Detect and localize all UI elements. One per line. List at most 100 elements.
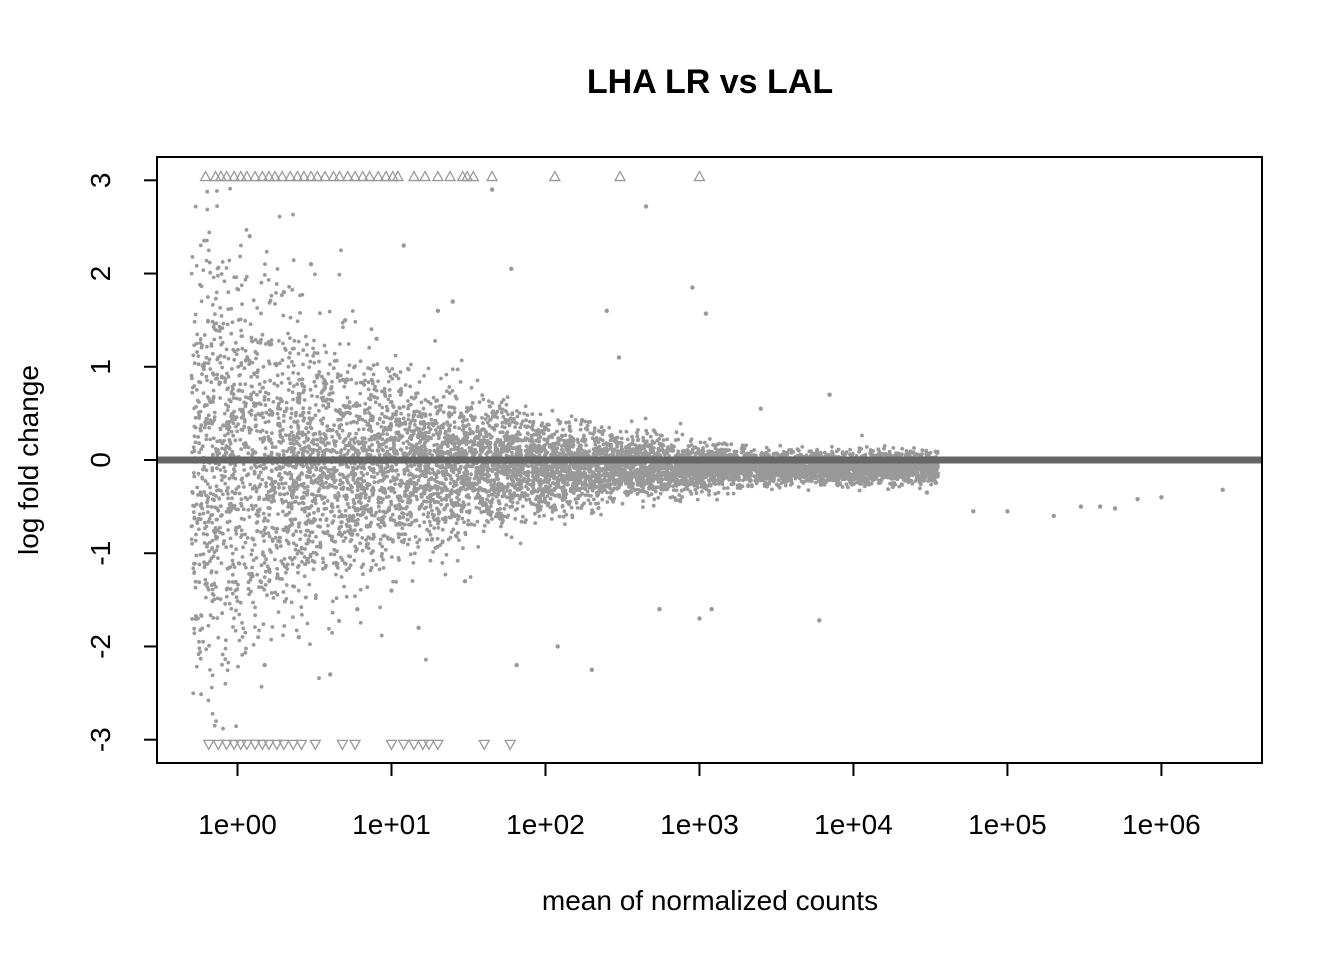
cloud-point — [236, 287, 241, 292]
cloud-point — [303, 334, 308, 339]
cloud-point — [193, 312, 198, 317]
cloud-point — [342, 446, 347, 451]
cloud-point — [485, 497, 489, 502]
cloud-point — [800, 445, 805, 449]
cloud-point — [302, 398, 307, 402]
cloud-point — [192, 626, 197, 631]
cloud-point — [212, 337, 217, 342]
cloud-point — [312, 360, 317, 365]
cloud-point — [674, 430, 679, 435]
cloud-point — [232, 565, 237, 569]
cloud-point — [653, 489, 658, 494]
cloud-point — [897, 484, 902, 489]
cloud-point — [198, 656, 203, 661]
cloud-point — [347, 363, 352, 368]
cloud-point — [215, 204, 220, 209]
cloud-point — [236, 318, 241, 322]
cloud-point — [246, 451, 251, 456]
cloud-point — [428, 558, 433, 563]
cloud-point — [410, 579, 415, 583]
cloud-point — [210, 466, 215, 470]
cloud-point — [533, 511, 537, 516]
cloud-point — [228, 587, 233, 591]
cloud-point — [661, 438, 666, 442]
cloud-point — [397, 405, 402, 410]
cloud-point — [231, 472, 236, 477]
cloud-point — [282, 492, 287, 497]
cloud-point — [402, 532, 407, 536]
cloud-point — [229, 306, 234, 311]
cloud-point — [240, 389, 245, 394]
cloud-point — [275, 526, 280, 531]
cloud-point — [206, 623, 211, 628]
cloud-point — [298, 311, 302, 315]
cloud-point — [290, 288, 295, 292]
cloud-point — [346, 342, 351, 346]
cloud-point — [226, 496, 231, 501]
cloud-point — [206, 520, 211, 524]
chart-title: LHA LR vs LAL — [587, 63, 833, 101]
cloud-point — [252, 543, 257, 547]
cloud-point — [419, 400, 424, 405]
cloud-point — [400, 526, 405, 531]
cloud-point — [408, 552, 413, 557]
cloud-point — [510, 411, 515, 415]
cloud-point — [433, 428, 438, 432]
cloud-point — [445, 389, 449, 394]
cloud-point — [191, 503, 196, 508]
cloud-point — [202, 490, 207, 494]
cloud-point — [676, 449, 681, 454]
cloud-point — [277, 214, 282, 219]
cloud-point — [427, 519, 432, 524]
cloud-point — [356, 476, 361, 481]
cloud-point — [346, 410, 351, 415]
cloud-point — [191, 510, 196, 515]
cloud-point — [264, 557, 268, 562]
cloud-point — [513, 420, 518, 425]
cloud-point — [233, 588, 238, 593]
cloud-point — [231, 562, 236, 566]
cloud-point — [436, 409, 440, 414]
cloud-point — [371, 549, 375, 553]
cloud-point — [249, 375, 254, 379]
cloud-point — [249, 552, 254, 557]
cloud-point — [852, 474, 857, 478]
cloud-point — [344, 568, 349, 573]
cloud-point — [646, 493, 651, 498]
cloud-point — [408, 384, 413, 389]
cloud-point — [548, 483, 552, 488]
cloud-point — [196, 493, 201, 497]
cloud-point — [229, 429, 234, 434]
cloud-point — [830, 444, 834, 449]
cloud-point — [656, 446, 661, 451]
cloud-point — [434, 405, 438, 409]
cloud-point — [859, 447, 864, 451]
cloud-point — [393, 482, 397, 486]
cloud-point — [409, 362, 413, 367]
cloud-point — [913, 479, 918, 483]
cloud-point — [513, 425, 517, 429]
cloud-point — [199, 447, 204, 452]
cloud-point — [278, 429, 282, 434]
cloud-point — [247, 515, 252, 519]
cloud-point — [243, 318, 248, 323]
cloud-point — [620, 501, 625, 506]
cloud-point — [223, 681, 228, 686]
cloud-point — [381, 557, 385, 562]
cloud-point — [266, 506, 271, 510]
cloud-point — [261, 364, 266, 369]
cloud-point — [317, 408, 321, 413]
cloud-point — [336, 417, 341, 422]
cloud-point — [443, 476, 448, 481]
cloud-point — [452, 479, 456, 484]
cloud-point — [426, 421, 431, 426]
cloud-point — [242, 400, 247, 405]
cloud-point — [406, 417, 411, 422]
cloud-point — [475, 429, 479, 434]
cloud-point — [380, 412, 384, 416]
cloud-point — [531, 474, 535, 479]
cloud-point — [452, 425, 457, 430]
cloud-point — [249, 503, 254, 508]
cloud-point — [238, 407, 242, 412]
cloud-point — [201, 511, 206, 516]
